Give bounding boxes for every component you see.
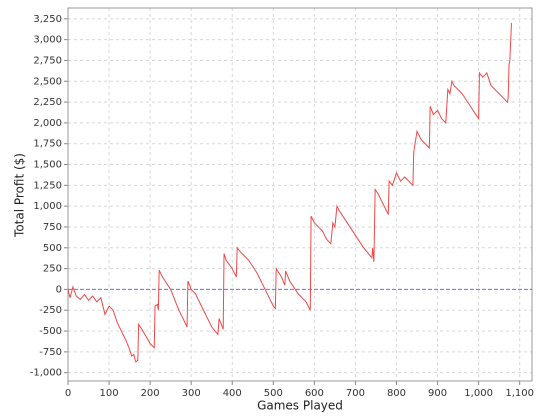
x-tick-label: 800 [387,388,406,399]
x-axis-title: Games Played [257,399,343,413]
y-tick-label: 2,750 [33,55,62,66]
y-tick-label: 3,250 [33,14,62,25]
y-tick-label: 1,750 [33,139,62,150]
x-tick-label: 100 [100,388,119,399]
y-tick-label: 250 [43,264,62,275]
x-tick-label: 1,000 [464,388,493,399]
x-tick-label: 1,100 [505,388,534,399]
y-tick-label: 500 [43,243,62,254]
y-tick-label: 2,500 [33,76,62,87]
x-tick-label: 700 [346,388,365,399]
y-tick-label: -750 [39,347,62,358]
y-tick-label: 0 [56,284,62,295]
y-tick-label: 750 [43,222,62,233]
y-tick-label: 3,000 [33,35,62,46]
y-tick-label: -500 [39,326,62,337]
y-tick-label: 1,000 [33,201,62,212]
y-tick-label: -250 [39,305,62,316]
x-tick-label: 900 [428,388,447,399]
x-tick-label: 200 [141,388,160,399]
x-tick-label: 600 [305,388,324,399]
y-tick-label: 1,250 [33,180,62,191]
x-tick-label: 0 [65,388,71,399]
x-tick-label: 300 [182,388,201,399]
x-tick-label: 400 [223,388,242,399]
y-tick-label: 1,500 [33,160,62,171]
y-tick-label: -1,000 [30,368,62,379]
y-tick-label: 2,000 [33,118,62,129]
plot-frame [67,7,533,382]
y-tick-label: 2,250 [33,97,62,108]
x-tick-label: 500 [264,388,283,399]
y-axis-title: Total Profit ($) [13,153,27,238]
profit-line [67,22,512,363]
